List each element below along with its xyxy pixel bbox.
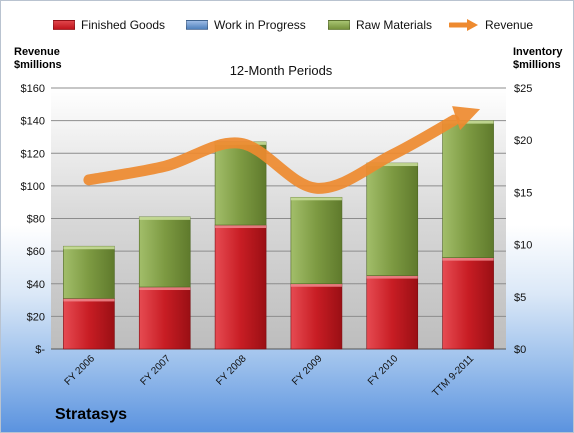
legend-finished-goods: Finished Goods — [53, 17, 165, 33]
bar-segment-highlight — [290, 283, 342, 287]
bar-finished-goods — [366, 275, 419, 350]
legend-label-finished-goods: Finished Goods — [81, 18, 166, 32]
bar-top-highlight — [442, 120, 494, 124]
right-tick-label: $15 — [514, 187, 532, 199]
legend-raw-materials: Raw Materials — [328, 17, 432, 33]
bar-raw-materials — [63, 245, 115, 299]
legend: Finished Goods Work in Progress Raw Mate… — [1, 17, 573, 33]
bar-finished-goods — [138, 286, 191, 350]
x-tick-label: FY 2006 — [63, 353, 98, 388]
left-tick-label: $160 — [21, 83, 45, 95]
legend-work-in-progress: Work in Progress — [186, 17, 306, 33]
left-axis-title: Revenue $millions — [14, 46, 62, 72]
bar-finished-goods — [63, 298, 115, 350]
right-tick-label: $20 — [514, 135, 532, 147]
bar-top-highlight — [366, 163, 418, 167]
right-tick-label: $10 — [514, 240, 532, 252]
revenue-arrowhead — [452, 106, 481, 131]
right-axis-title-line1: Inventory — [513, 46, 563, 58]
x-tick-label: FY 2008 — [214, 353, 249, 388]
revenue-line-path — [83, 114, 460, 194]
left-axis-title-line1: Revenue — [14, 46, 60, 58]
revenue-line — [83, 106, 481, 194]
legend-label-work-in-progress: Work in Progress — [214, 18, 306, 32]
bar-segment-highlight — [139, 287, 191, 291]
left-tick-label: $80 — [27, 214, 45, 226]
bar-segment-highlight — [366, 275, 418, 279]
bar-raw-materials — [138, 216, 191, 288]
bar-finished-goods — [442, 257, 494, 350]
company-name: Stratasys — [55, 406, 128, 423]
bar-segment-highlight — [442, 257, 494, 261]
legend-swatch-finished-goods — [53, 20, 75, 30]
left-tick-label: $- — [35, 344, 45, 356]
left-tick-label: $140 — [21, 116, 45, 128]
left-tick-label: $120 — [21, 148, 45, 160]
x-axis-ticks: FY 2006 FY 2007 FY 2008 FY 2009 FY 2010 TTM 9… — [63, 353, 477, 399]
left-axis-title-line2: $millions — [14, 59, 62, 71]
bar-finished-goods — [290, 283, 343, 350]
left-tick-label: $20 — [27, 311, 45, 323]
bar-top-highlight — [139, 216, 191, 220]
bar-segment-highlight — [63, 298, 115, 302]
bar-top-highlight — [63, 246, 115, 250]
left-axis-ticks: $- $20 $40 $60 $80 $100 $120 $140 $160 — [21, 83, 46, 356]
bar-finished-goods — [214, 224, 267, 350]
right-tick-label: $5 — [514, 292, 526, 304]
bar-top-highlight — [290, 197, 342, 201]
right-axis-title-line2: $millions — [513, 59, 561, 71]
chart-subtitle: 12-Month Periods — [230, 63, 333, 78]
bar-raw-materials — [366, 162, 419, 276]
left-tick-label: $100 — [21, 181, 45, 193]
legend-revenue: Revenue — [449, 17, 533, 33]
x-tick-label: FY 2009 — [290, 353, 325, 388]
legend-swatch-revenue — [449, 19, 478, 31]
x-tick-label: FY 2007 — [138, 353, 173, 388]
legend-swatch-work-in-progress — [186, 20, 208, 30]
right-tick-label: $25 — [514, 83, 532, 95]
right-axis-ticks: $0 $5 $10 $15 $20 $25 — [514, 83, 532, 356]
x-tick-label: TTM 9-2011 — [430, 353, 476, 399]
bar-raw-materials — [442, 120, 494, 258]
bar-segment-highlight — [215, 225, 267, 229]
right-axis-title: Inventory $millions — [513, 46, 563, 72]
bar-raw-materials — [290, 196, 343, 285]
x-tick-label: FY 2010 — [366, 353, 401, 388]
gridlines — [51, 87, 506, 350]
left-tick-label: $40 — [27, 279, 45, 291]
left-tick-label: $60 — [27, 246, 45, 258]
legend-swatch-raw-materials — [328, 20, 350, 30]
right-tick-label: $0 — [514, 344, 526, 356]
legend-label-raw-materials: Raw Materials — [356, 18, 433, 32]
legend-label-revenue: Revenue — [485, 18, 534, 32]
